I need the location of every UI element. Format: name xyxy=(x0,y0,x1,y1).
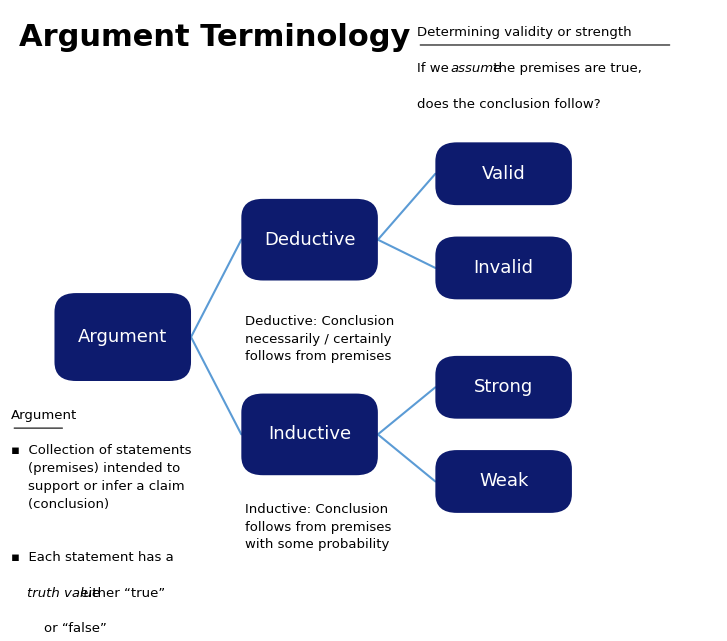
Text: truth value: truth value xyxy=(27,587,100,600)
FancyBboxPatch shape xyxy=(241,199,378,281)
Text: ▪  Collection of statements
    (premises) intended to
    support or infer a cl: ▪ Collection of statements (premises) in… xyxy=(12,444,192,511)
FancyBboxPatch shape xyxy=(435,142,572,205)
Text: Valid: Valid xyxy=(482,165,526,183)
Text: Determining validity or strength: Determining validity or strength xyxy=(417,26,632,39)
Text: Argument: Argument xyxy=(78,328,167,346)
FancyBboxPatch shape xyxy=(435,237,572,299)
Text: Deductive: Conclusion
necessarily / certainly
follows from premises: Deductive: Conclusion necessarily / cert… xyxy=(245,315,394,363)
Text: assume: assume xyxy=(451,62,502,75)
Text: ▪  Each statement has a: ▪ Each statement has a xyxy=(12,551,174,563)
Text: the premises are true,: the premises are true, xyxy=(489,62,641,75)
Text: or “false”: or “false” xyxy=(27,622,107,635)
Text: does the conclusion follow?: does the conclusion follow? xyxy=(417,97,601,111)
FancyBboxPatch shape xyxy=(55,293,191,381)
Text: Argument: Argument xyxy=(12,409,78,422)
Text: either “true”: either “true” xyxy=(76,587,165,600)
Text: Inductive: Conclusion
follows from premises
with some probability: Inductive: Conclusion follows from premi… xyxy=(245,503,391,551)
Text: Argument Terminology: Argument Terminology xyxy=(19,23,410,52)
FancyBboxPatch shape xyxy=(241,394,378,475)
Text: Weak: Weak xyxy=(479,472,529,490)
Text: Deductive: Deductive xyxy=(264,231,356,249)
Text: Strong: Strong xyxy=(474,378,534,396)
FancyBboxPatch shape xyxy=(435,450,572,513)
Text: Inductive: Inductive xyxy=(268,426,351,444)
Text: If we: If we xyxy=(417,62,454,75)
Text: Invalid: Invalid xyxy=(473,259,534,277)
FancyBboxPatch shape xyxy=(435,356,572,419)
